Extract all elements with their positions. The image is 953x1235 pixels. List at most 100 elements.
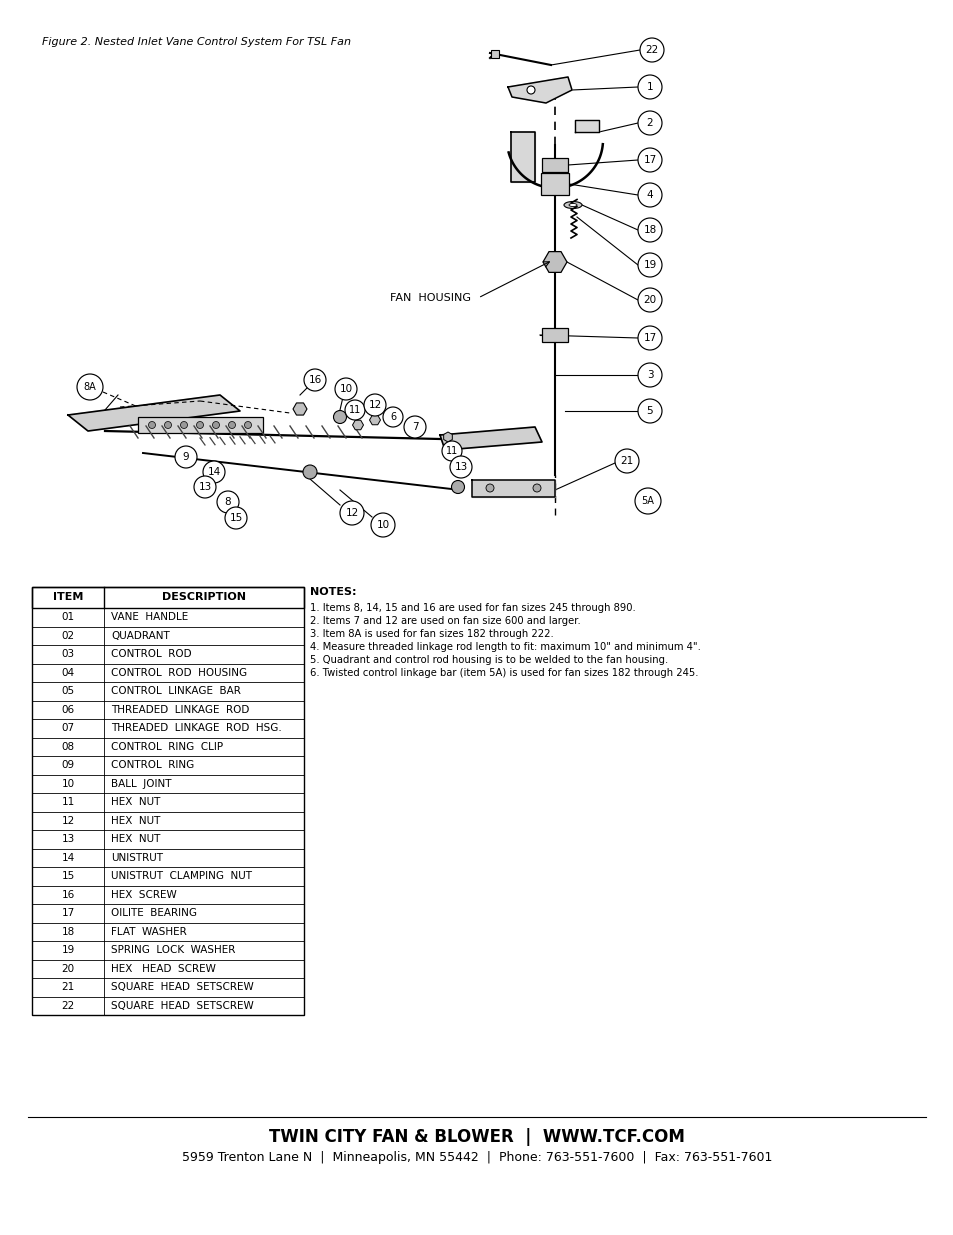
Circle shape bbox=[635, 488, 660, 514]
Bar bbox=[540, 173, 568, 195]
Bar bbox=[138, 417, 263, 433]
Text: 11: 11 bbox=[349, 405, 361, 415]
Text: 07: 07 bbox=[61, 724, 74, 734]
Text: 12: 12 bbox=[368, 400, 381, 410]
Text: 10: 10 bbox=[339, 384, 353, 394]
Circle shape bbox=[335, 378, 356, 400]
Text: 06: 06 bbox=[61, 705, 74, 715]
Ellipse shape bbox=[563, 201, 581, 209]
Text: THREADED  LINKAGE  ROD: THREADED LINKAGE ROD bbox=[111, 705, 249, 715]
Text: 12: 12 bbox=[345, 508, 358, 517]
Circle shape bbox=[639, 38, 663, 62]
Text: TWIN CITY FAN & BLOWER  |  WWW.TCF.COM: TWIN CITY FAN & BLOWER | WWW.TCF.COM bbox=[269, 1128, 684, 1146]
Bar bbox=[32, 587, 304, 1015]
Text: HEX  NUT: HEX NUT bbox=[111, 798, 160, 808]
Polygon shape bbox=[507, 77, 572, 103]
Text: 8: 8 bbox=[225, 496, 231, 508]
Text: HEX  SCREW: HEX SCREW bbox=[111, 889, 176, 900]
Text: 01: 01 bbox=[61, 613, 74, 622]
Text: 09: 09 bbox=[61, 761, 74, 771]
Circle shape bbox=[180, 421, 188, 429]
Text: THREADED  LINKAGE  ROD  HSG.: THREADED LINKAGE ROD HSG. bbox=[111, 724, 281, 734]
Circle shape bbox=[345, 400, 365, 420]
Circle shape bbox=[149, 421, 155, 429]
Text: CONTROL  LINKAGE  BAR: CONTROL LINKAGE BAR bbox=[111, 687, 240, 697]
Bar bbox=[32, 587, 304, 608]
Text: 15: 15 bbox=[61, 871, 74, 882]
Text: 12: 12 bbox=[61, 816, 74, 826]
Text: 22: 22 bbox=[61, 1000, 74, 1010]
Circle shape bbox=[229, 421, 235, 429]
Text: 02: 02 bbox=[61, 631, 74, 641]
Text: HEX  NUT: HEX NUT bbox=[111, 835, 160, 845]
Text: 3. Item 8A is used for fan sizes 182 through 222.: 3. Item 8A is used for fan sizes 182 thr… bbox=[310, 629, 553, 638]
Text: 20: 20 bbox=[61, 963, 74, 973]
Text: UNISTRUT: UNISTRUT bbox=[111, 852, 163, 863]
Text: 6. Twisted control linkage bar (item 5A) is used for fan sizes 182 through 245.: 6. Twisted control linkage bar (item 5A)… bbox=[310, 668, 698, 678]
Circle shape bbox=[451, 480, 464, 494]
Text: ITEM: ITEM bbox=[52, 593, 83, 603]
Text: 11: 11 bbox=[445, 446, 457, 456]
Text: CONTROL  RING  CLIP: CONTROL RING CLIP bbox=[111, 742, 223, 752]
Circle shape bbox=[303, 466, 316, 479]
Circle shape bbox=[638, 111, 661, 135]
Text: 13: 13 bbox=[454, 462, 467, 472]
Text: 15: 15 bbox=[229, 513, 242, 522]
Text: SQUARE  HEAD  SETSCREW: SQUARE HEAD SETSCREW bbox=[111, 982, 253, 992]
Text: 1: 1 bbox=[646, 82, 653, 91]
Text: 17: 17 bbox=[642, 156, 656, 165]
Text: 13: 13 bbox=[61, 835, 74, 845]
Text: 03: 03 bbox=[61, 650, 74, 659]
Text: 08: 08 bbox=[61, 742, 74, 752]
Circle shape bbox=[638, 288, 661, 312]
Circle shape bbox=[403, 416, 426, 438]
Polygon shape bbox=[439, 427, 541, 450]
Text: 7: 7 bbox=[412, 422, 417, 432]
Text: UNISTRUT  CLAMPING  NUT: UNISTRUT CLAMPING NUT bbox=[111, 871, 252, 882]
Text: 17: 17 bbox=[642, 333, 656, 343]
Text: DESCRIPTION: DESCRIPTION bbox=[162, 593, 246, 603]
Text: 5. Quadrant and control rod housing is to be welded to the fan housing.: 5. Quadrant and control rod housing is t… bbox=[310, 655, 667, 664]
Circle shape bbox=[193, 475, 215, 498]
Polygon shape bbox=[575, 120, 598, 132]
Text: 16: 16 bbox=[61, 889, 74, 900]
Text: 4: 4 bbox=[646, 190, 653, 200]
Circle shape bbox=[77, 374, 103, 400]
Text: 9: 9 bbox=[182, 452, 189, 462]
Text: SPRING  LOCK  WASHER: SPRING LOCK WASHER bbox=[111, 945, 235, 955]
Circle shape bbox=[638, 148, 661, 172]
Circle shape bbox=[533, 484, 540, 492]
Text: HEX  NUT: HEX NUT bbox=[111, 816, 160, 826]
Text: 2. Items 7 and 12 are used on fan size 600 and larger.: 2. Items 7 and 12 are used on fan size 6… bbox=[310, 616, 580, 626]
Ellipse shape bbox=[568, 204, 577, 206]
Text: VANE  HANDLE: VANE HANDLE bbox=[111, 613, 188, 622]
Text: 14: 14 bbox=[61, 852, 74, 863]
Text: 20: 20 bbox=[642, 295, 656, 305]
Text: 13: 13 bbox=[198, 482, 212, 492]
Polygon shape bbox=[511, 132, 535, 182]
Circle shape bbox=[364, 394, 386, 416]
Bar bbox=[541, 158, 567, 172]
Text: CONTROL  ROD  HOUSING: CONTROL ROD HOUSING bbox=[111, 668, 247, 678]
Text: 3: 3 bbox=[646, 370, 653, 380]
Text: 19: 19 bbox=[61, 945, 74, 955]
Circle shape bbox=[304, 369, 326, 391]
Text: HEX   HEAD  SCREW: HEX HEAD SCREW bbox=[111, 963, 215, 973]
Circle shape bbox=[485, 484, 494, 492]
Text: 4. Measure threaded linkage rod length to fit: maximum 10" and minimum 4".: 4. Measure threaded linkage rod length t… bbox=[310, 642, 700, 652]
Circle shape bbox=[615, 450, 639, 473]
Text: 2: 2 bbox=[646, 119, 653, 128]
Circle shape bbox=[244, 421, 252, 429]
Text: 21: 21 bbox=[619, 456, 633, 466]
Polygon shape bbox=[68, 395, 240, 431]
Text: FLAT  WASHER: FLAT WASHER bbox=[111, 926, 187, 937]
Text: 6: 6 bbox=[390, 412, 395, 422]
Text: 05: 05 bbox=[61, 687, 74, 697]
Circle shape bbox=[382, 408, 402, 427]
Circle shape bbox=[371, 513, 395, 537]
Circle shape bbox=[638, 219, 661, 242]
Circle shape bbox=[339, 501, 364, 525]
Text: 18: 18 bbox=[642, 225, 656, 235]
Text: 5: 5 bbox=[646, 406, 653, 416]
Circle shape bbox=[196, 421, 203, 429]
